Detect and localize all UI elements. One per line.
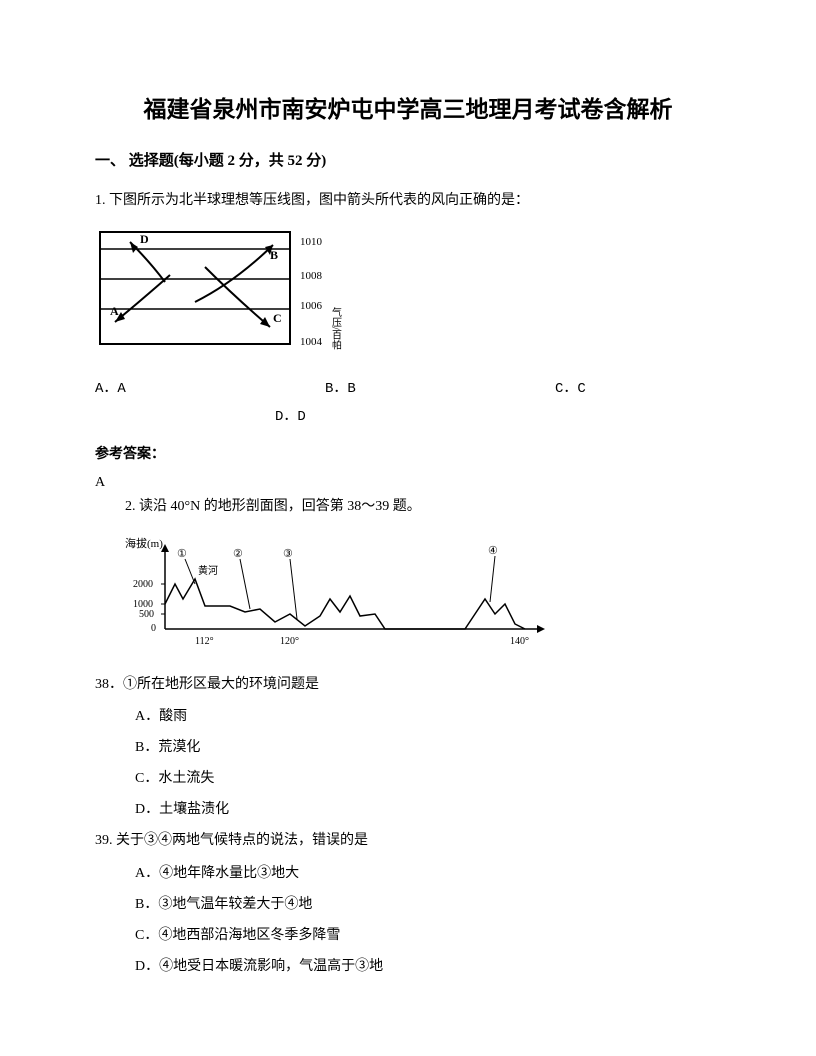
q1-opt-b: B．B [325, 377, 555, 397]
svg-text:112°: 112° [195, 636, 214, 647]
svg-text:③: ③ [283, 548, 293, 560]
section-header: 一、 选择题(每小题 2 分，共 52 分) [95, 149, 721, 170]
answer-value: A [95, 475, 721, 491]
svg-text:①: ① [177, 548, 187, 560]
svg-text:1006: 1006 [300, 300, 323, 312]
svg-text:1010: 1010 [300, 236, 323, 248]
q1-options: A．A B．B C．C [95, 377, 721, 397]
svg-text:140°: 140° [510, 636, 529, 647]
svg-text:C: C [273, 311, 282, 325]
q38-b: B．荒漠化 [135, 737, 721, 758]
svg-text:④: ④ [488, 545, 498, 557]
svg-text:1004: 1004 [300, 336, 323, 348]
q1-opt-a: A．A [95, 377, 325, 397]
svg-text:②: ② [233, 548, 243, 560]
q39-b: B．③地气温年较差大于④地 [135, 894, 721, 915]
svg-text:气压/百帕: 气压/百帕 [330, 306, 342, 351]
q1-opt-c: C．C [555, 377, 705, 397]
svg-text:A: A [110, 304, 119, 318]
isobar-diagram: D B A C 1010 1008 1006 1004 气压/百帕 [95, 227, 721, 357]
q38-a: A．酸雨 [135, 706, 721, 727]
svg-text:2000: 2000 [133, 579, 153, 590]
svg-text:120°: 120° [280, 636, 299, 647]
svg-text:500: 500 [139, 609, 154, 620]
q1-text: 1. 下图所示为北半球理想等压线图，图中箭头所代表的风向正确的是： [95, 190, 721, 212]
svg-text:B: B [270, 248, 278, 262]
q38-c: C．水土流失 [135, 768, 721, 789]
svg-text:D: D [140, 232, 149, 246]
q2-text: 2. 读沿 40°N 的地形剖面图，回答第 38～39 题。 [125, 496, 721, 518]
q39-text: 39. 关于③④两地气候特点的说法，错误的是 [95, 830, 721, 852]
svg-text:1008: 1008 [300, 270, 323, 282]
q39-c: C．④地西部沿海地区冬季多降雪 [135, 925, 721, 946]
svg-text:海拔(m): 海拔(m) [125, 536, 163, 550]
profile-diagram: 海拔(m) 2000 1000 500 0 112° 120° 140° ① 黄… [125, 534, 721, 659]
q1-opt-d: D．D [275, 405, 721, 425]
page-title: 福建省泉州市南安炉屯中学高三地理月考试卷含解析 [95, 90, 721, 124]
svg-text:黄河: 黄河 [198, 564, 218, 577]
svg-text:0: 0 [151, 623, 156, 634]
q39-d: D．④地受日本暖流影响，气温高于③地 [135, 956, 721, 977]
answer-label: 参考答案： [95, 443, 721, 463]
q38-text: 38．①所在地形区最大的环境问题是 [95, 674, 721, 696]
q39-a: A．④地年降水量比③地大 [135, 863, 721, 884]
q38-d: D．土壤盐渍化 [135, 799, 721, 820]
